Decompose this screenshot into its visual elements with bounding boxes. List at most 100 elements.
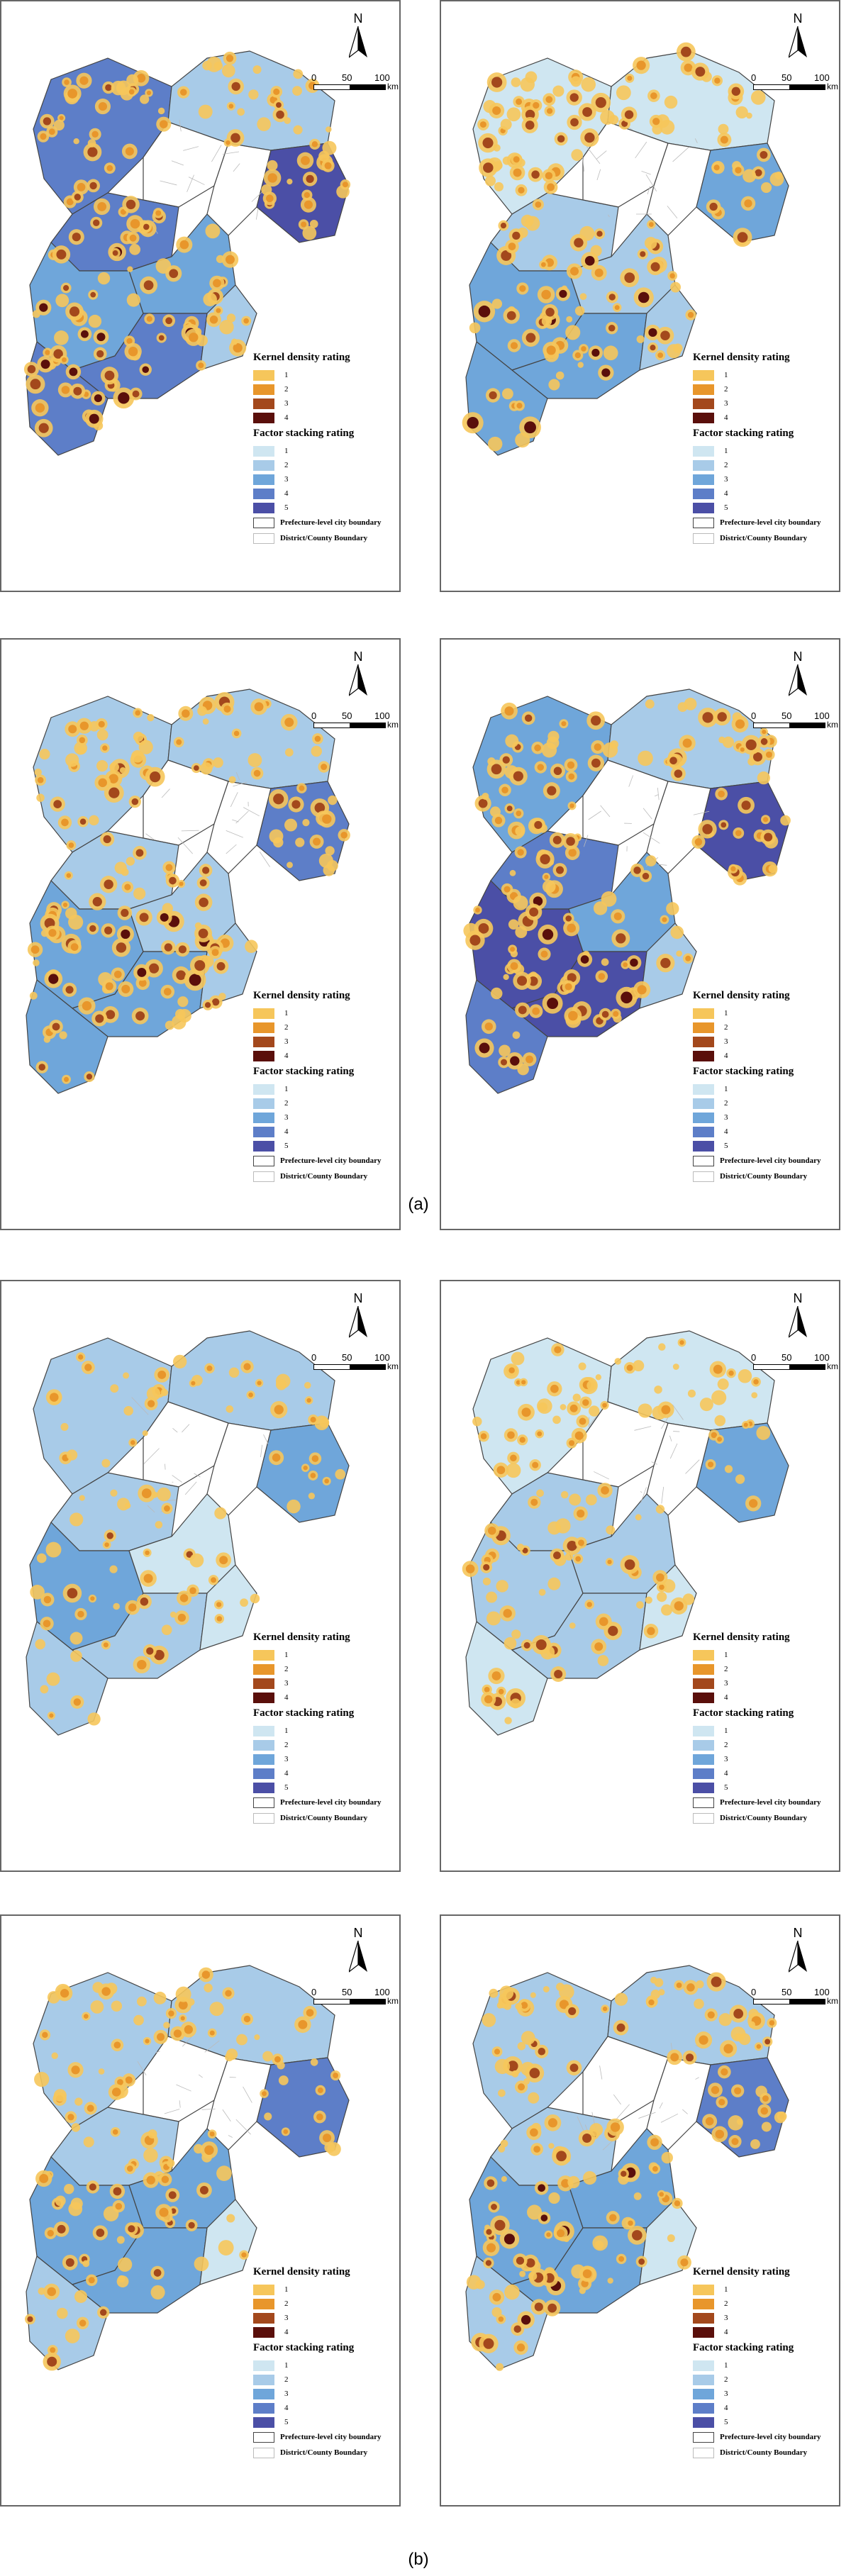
county-boundary: [659, 2102, 663, 2109]
hotspot-core: [647, 1627, 655, 1635]
hotspot: [750, 2139, 760, 2149]
factor-swatch: [253, 2416, 274, 2428]
hotspot-core: [90, 291, 96, 298]
hotspot-core: [521, 2315, 531, 2325]
hotspot-core: [504, 2234, 515, 2245]
hotspot-core: [492, 106, 501, 116]
hotspot: [127, 266, 133, 272]
hotspot-core: [513, 168, 522, 177]
hotspot-core: [568, 2007, 577, 2015]
hotspot: [503, 974, 509, 981]
hotspot-core: [531, 170, 540, 179]
map-panel-a1: N 0 50 100 km Kernel density rating 1 2 3 4…: [0, 0, 401, 592]
hotspot: [636, 335, 645, 343]
county-boundary: [583, 835, 589, 847]
legend-city-boundary: Prefecture-level city boundary: [693, 1153, 838, 1169]
hotspot: [768, 864, 777, 874]
region-10: [696, 1422, 789, 1523]
hotspot-core: [267, 173, 277, 183]
scale-unit: km: [387, 82, 399, 91]
hotspot: [73, 138, 79, 145]
hotspot-core: [760, 738, 768, 745]
hotspot: [142, 1430, 148, 1437]
hotspot-core: [516, 98, 523, 105]
hotspot-core: [43, 1619, 51, 1628]
hotspot-core: [659, 1584, 664, 1590]
hotspot-core: [582, 107, 592, 117]
kernel-legend-item: 3: [253, 1676, 399, 1690]
county-boundary: [596, 150, 607, 160]
kernel-legend-title: Kernel density rating: [253, 990, 350, 1001]
hotspot-core: [674, 2200, 681, 2207]
county-boundary: [600, 805, 611, 818]
factor-legend-rows: 1 2 3 4 5: [253, 1724, 399, 1795]
factor-legend-item: 2: [253, 2373, 399, 2387]
hotspot-core: [582, 1399, 589, 1406]
hotspot-core: [522, 1547, 528, 1554]
city-boundary-swatch: [693, 1797, 714, 1808]
hotspot-core: [67, 1588, 78, 1599]
hotspot-core: [311, 141, 318, 147]
factor-swatch: [693, 1112, 714, 1123]
hotspot-core: [637, 985, 647, 995]
hotspot-core: [607, 1559, 612, 1564]
factor-swatch: [253, 1782, 274, 1793]
hotspot-core: [528, 976, 538, 986]
factor-swatch: [253, 474, 274, 485]
hotspot: [284, 117, 291, 124]
caption-b: (b): [408, 2550, 429, 2569]
hotspot: [472, 1417, 482, 1427]
hotspot-core: [104, 370, 115, 381]
hotspot: [96, 729, 109, 741]
hotspot-core: [173, 2029, 182, 2038]
kernel-legend-item: 1: [693, 1648, 838, 1662]
hotspot-core: [106, 1010, 116, 1020]
hotspot: [499, 1044, 511, 1057]
hotspot-core: [621, 120, 628, 128]
hotspot-core: [711, 1432, 718, 1439]
hotspot: [198, 104, 213, 119]
hotspot: [231, 338, 238, 345]
hotspot: [116, 2275, 129, 2288]
county-boundary: [640, 1491, 643, 1493]
scale-unit: km: [827, 720, 838, 730]
hotspot-core: [273, 88, 280, 96]
north-arrow: N: [782, 1926, 813, 1977]
legend-county-boundary: District/County Boundary: [253, 1810, 399, 1826]
hotspot-core: [547, 2303, 557, 2313]
factor-legend-item: 5: [253, 1780, 399, 1795]
kernel-swatch: [693, 1022, 714, 1033]
factor-legend-rows: 1 2 3 4 5: [693, 1082, 838, 1153]
kernel-swatch: [253, 1649, 274, 1661]
hotspot-core: [545, 172, 553, 180]
hotspot: [552, 85, 564, 97]
hotspot-core: [534, 2302, 543, 2312]
hotspot-core: [142, 366, 150, 373]
hotspot: [515, 433, 530, 448]
scale-bar-graphic: [753, 1999, 825, 2005]
hotspot-core: [241, 2252, 247, 2258]
hotspot-core: [77, 1610, 84, 1618]
factor-swatch: [253, 459, 274, 471]
hotspot: [494, 182, 504, 191]
hotspot-core: [98, 102, 108, 111]
hotspot: [541, 742, 557, 758]
county-boundary-label: District/County Boundary: [720, 1814, 808, 1822]
county-boundary: [198, 2074, 203, 2078]
hotspot-core: [516, 1380, 521, 1385]
hotspot: [491, 987, 503, 1000]
hotspot-core: [735, 719, 745, 729]
hotspot-core: [616, 2023, 625, 2032]
hotspot-core: [56, 249, 67, 260]
hotspot: [606, 1525, 616, 1535]
hotspot-core: [298, 2019, 308, 2029]
hotspot: [117, 1498, 130, 1511]
hotspot-core: [130, 218, 140, 229]
hotspot-core: [83, 2014, 89, 2019]
hotspot: [47, 1991, 60, 2004]
hotspot: [264, 2112, 272, 2121]
hotspot-core: [540, 854, 550, 864]
hotspot: [635, 1514, 642, 1521]
hotspot: [302, 225, 317, 240]
hotspot-core: [595, 97, 606, 108]
